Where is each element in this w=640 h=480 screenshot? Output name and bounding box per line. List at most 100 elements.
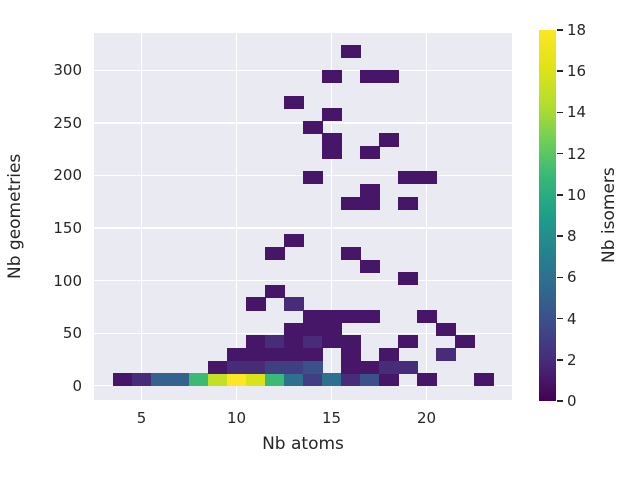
heatmap-cell xyxy=(284,335,304,349)
heatmap-cell xyxy=(341,360,361,374)
colorbar-tick-mark xyxy=(557,70,563,73)
heatmap-cell xyxy=(303,347,323,362)
gridline-horizontal xyxy=(94,279,512,282)
heatmap-cell xyxy=(398,335,418,349)
x-tick-label: 10 xyxy=(226,409,247,427)
y-tick-label: 50 xyxy=(62,324,82,343)
x-tick-label: 15 xyxy=(321,409,342,427)
colorbar-tick-mark xyxy=(557,317,563,320)
heatmap-cell xyxy=(265,335,285,349)
heatmap-cell xyxy=(265,373,285,387)
heatmap-cell xyxy=(246,335,266,349)
heatmap-cell xyxy=(322,373,342,387)
heatmap-cell xyxy=(398,272,418,286)
plot-area xyxy=(94,33,512,400)
colorbar-tick-mark xyxy=(557,400,563,402)
heatmap-cell xyxy=(322,310,342,324)
heatmap-cell xyxy=(379,70,399,84)
heatmap-cell xyxy=(322,133,342,147)
heatmap-cell xyxy=(379,373,399,387)
colorbar xyxy=(539,30,556,401)
heatmap-cell xyxy=(265,347,285,362)
colorbar-tick-label: 6 xyxy=(567,268,577,287)
heatmap-cell xyxy=(227,373,247,387)
heatmap-cell xyxy=(398,196,418,210)
heatmap-cell xyxy=(417,373,437,387)
gridline-vertical xyxy=(425,33,428,400)
heatmap-cell xyxy=(417,310,437,324)
heatmap-cell xyxy=(379,133,399,147)
colorbar-tick-label: 8 xyxy=(567,227,577,246)
colorbar-tick-label: 18 xyxy=(567,21,587,39)
colorbar-tick-mark xyxy=(557,235,563,237)
heatmap-cell xyxy=(170,373,190,387)
heatmap-cell xyxy=(303,322,323,336)
heatmap-cell xyxy=(113,373,133,387)
gridline-horizontal xyxy=(94,69,512,71)
x-tick-label: 20 xyxy=(416,409,437,427)
colorbar-tick-label: 2 xyxy=(567,350,577,369)
heatmap-cell xyxy=(322,70,342,84)
colorbar-tick-mark xyxy=(557,358,563,361)
heatmap-cell xyxy=(341,310,361,324)
heatmap-cell xyxy=(151,373,171,387)
colorbar-tick-label: 4 xyxy=(567,309,577,328)
heatmap-cell xyxy=(341,196,361,210)
heatmap-cell xyxy=(284,360,304,374)
heatmap-cell xyxy=(132,373,152,387)
gridline-vertical xyxy=(235,33,238,400)
heatmap-cell xyxy=(284,297,304,311)
heatmap-cell xyxy=(246,360,266,374)
heatmap-cell xyxy=(208,360,228,374)
heatmap-cell xyxy=(303,120,323,134)
heatmap-cell xyxy=(284,347,304,362)
heatmap-cell xyxy=(303,360,323,374)
x-axis-label: Nb atoms xyxy=(262,434,344,454)
x-tick-label: 5 xyxy=(136,409,147,427)
y-tick-label: 150 xyxy=(53,219,82,238)
heatmap-cell xyxy=(265,284,285,298)
y-axis-label: Nb geometries xyxy=(5,153,25,280)
heatmap-cell xyxy=(474,373,494,387)
colorbar-label: Nb isomers xyxy=(599,167,619,264)
heatmap-cell xyxy=(379,360,399,374)
colorbar-tick-mark xyxy=(557,29,563,31)
heatmap-cell xyxy=(284,234,304,248)
heatmap-cell xyxy=(398,360,418,374)
heatmap-cell xyxy=(360,360,380,374)
colorbar-tick-mark xyxy=(557,111,563,114)
colorbar-tick-mark xyxy=(557,276,563,279)
colorbar-tick-mark xyxy=(557,194,563,196)
heatmap-cell xyxy=(208,373,228,387)
heatmap-cell xyxy=(227,360,247,374)
heatmap-cell xyxy=(265,360,285,374)
heatmap-cell xyxy=(341,347,361,362)
y-tick-label: 100 xyxy=(53,271,82,290)
heatmap-cell xyxy=(417,171,437,185)
heatmap-cell xyxy=(341,45,361,59)
colorbar-tick-label: 12 xyxy=(567,144,587,163)
heatmap-cell xyxy=(303,310,323,324)
heatmap-cell xyxy=(360,196,380,210)
colorbar-tick-label: 16 xyxy=(567,62,587,81)
heatmap-cell xyxy=(360,259,380,273)
heatmap-cell xyxy=(322,322,342,336)
heatmap-cell xyxy=(284,322,304,336)
heatmap-cell xyxy=(341,335,361,349)
heatmap-cell xyxy=(360,146,380,160)
colorbar-tick-mark xyxy=(557,152,563,155)
gridline-horizontal xyxy=(94,227,512,229)
heatmap-cell xyxy=(360,70,380,84)
y-tick-label: 250 xyxy=(53,113,82,132)
heatmap-cell xyxy=(360,183,380,197)
heatmap-cell xyxy=(455,335,475,349)
heatmap-cell xyxy=(303,335,323,349)
heatmap-cell xyxy=(379,347,399,362)
heatmap-cell xyxy=(303,373,323,387)
heatmap-cell xyxy=(398,171,418,185)
heatmap-cell xyxy=(322,108,342,122)
heatmap-cell xyxy=(246,347,266,362)
gridline-vertical xyxy=(140,33,143,400)
colorbar-tick-label: 14 xyxy=(567,103,587,122)
